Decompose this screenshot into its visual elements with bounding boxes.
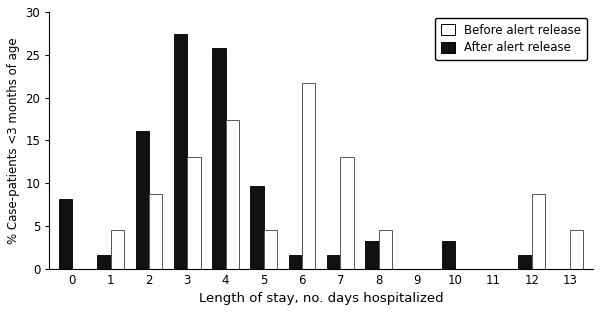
Bar (327, 255, 340, 269)
X-axis label: Length of stay, no. days hospitalized: Length of stay, no. days hospitalized (199, 292, 443, 305)
Bar (250, 186, 264, 269)
Bar (59, 199, 73, 269)
Y-axis label: % Case-patients <3 months of age: % Case-patients <3 months of age (7, 37, 20, 244)
Bar (365, 241, 379, 269)
Bar (97, 255, 110, 269)
Bar (149, 194, 163, 269)
Bar (570, 230, 583, 269)
Bar (302, 83, 316, 269)
Bar (379, 230, 392, 269)
Bar (532, 194, 545, 269)
Bar (518, 255, 532, 269)
Bar (264, 230, 277, 269)
Bar (110, 230, 124, 269)
Bar (289, 255, 302, 269)
Bar (187, 158, 200, 269)
Bar (340, 158, 354, 269)
Bar (136, 131, 149, 269)
Bar (442, 241, 455, 269)
Bar (174, 34, 187, 269)
Bar (226, 120, 239, 269)
Bar (212, 48, 226, 269)
Legend: Before alert release, After alert release: Before alert release, After alert releas… (435, 18, 587, 61)
